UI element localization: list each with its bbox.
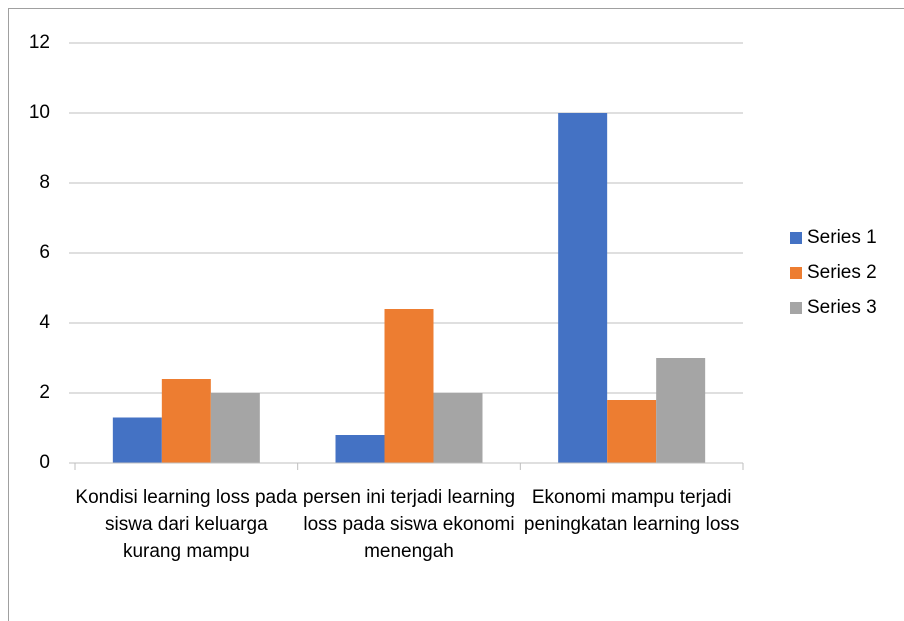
y-tick-label: 10 — [29, 102, 50, 123]
x-tick-label: Kondisi learning loss pada siswa dari ke… — [75, 484, 298, 565]
legend-label: Series 1 — [807, 227, 877, 248]
legend-swatch — [790, 302, 802, 314]
chart-container: 0 2 4 6 8 10 12 Series 1 Series 2 Series 3 Kondis… — [0, 0, 904, 621]
bar — [385, 309, 434, 463]
y-tick-label: 2 — [39, 382, 50, 403]
x-tick-label: Ekonomi mampu terjadi peningkatan learni… — [520, 484, 743, 538]
y-tick-label: 12 — [29, 32, 50, 53]
legend-label: Series 3 — [807, 297, 877, 318]
bar — [607, 400, 656, 463]
bar — [211, 393, 260, 463]
y-tick-label: 0 — [39, 452, 50, 473]
bar — [656, 358, 705, 463]
legend-label: Series 2 — [807, 262, 877, 283]
bar — [434, 393, 483, 463]
bar — [336, 435, 385, 463]
bar — [558, 113, 607, 463]
legend-swatch — [790, 267, 802, 279]
y-tick-label: 4 — [39, 312, 50, 333]
x-tick-label: persen ini terjadi learning loss pada si… — [298, 484, 521, 565]
y-tick-label: 8 — [39, 172, 50, 193]
legend-swatch — [790, 232, 802, 244]
bar — [162, 379, 211, 463]
y-tick-label: 6 — [39, 242, 50, 263]
bar — [113, 418, 162, 464]
